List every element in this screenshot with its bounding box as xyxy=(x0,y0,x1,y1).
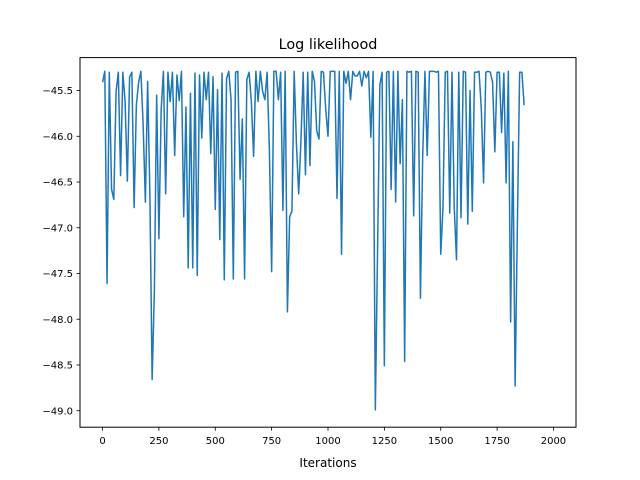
chart-title: Log likelihood xyxy=(279,37,378,53)
y-tick-label: −48.0 xyxy=(42,315,73,326)
x-axis-ticks: 0 250 500 750 1000 1250 1500 1750 2000 xyxy=(99,427,566,447)
x-tick-label: 1500 xyxy=(428,436,453,447)
x-tick-label: 1750 xyxy=(484,436,509,447)
x-tick-label: 750 xyxy=(262,436,281,447)
series-line-0 xyxy=(101,70,525,411)
x-tick-label: 0 xyxy=(99,436,105,447)
x-tick-label: 250 xyxy=(149,436,168,447)
x-tick-label: 1000 xyxy=(315,436,340,447)
x-axis-label: Iterations xyxy=(299,456,356,470)
x-tick-label: 2000 xyxy=(541,436,566,447)
y-tick-label: −45.5 xyxy=(42,86,73,97)
y-tick-label: −49.0 xyxy=(42,406,73,417)
y-tick-label: −47.0 xyxy=(42,223,73,234)
y-tick-label: −47.5 xyxy=(42,269,73,280)
x-tick-label: 1250 xyxy=(372,436,397,447)
plot-area xyxy=(101,70,525,411)
y-tick-label: −48.5 xyxy=(42,361,73,372)
y-axis-ticks: −49.0 −48.5 −48.0 −47.5 −47.0 −46.5 −46.0 −45.5 xyxy=(42,86,80,417)
axes-frame xyxy=(79,57,577,428)
y-tick-label: −46.5 xyxy=(42,178,73,189)
y-tick-label: −46.0 xyxy=(42,132,73,143)
x-tick-label: 500 xyxy=(206,436,225,447)
